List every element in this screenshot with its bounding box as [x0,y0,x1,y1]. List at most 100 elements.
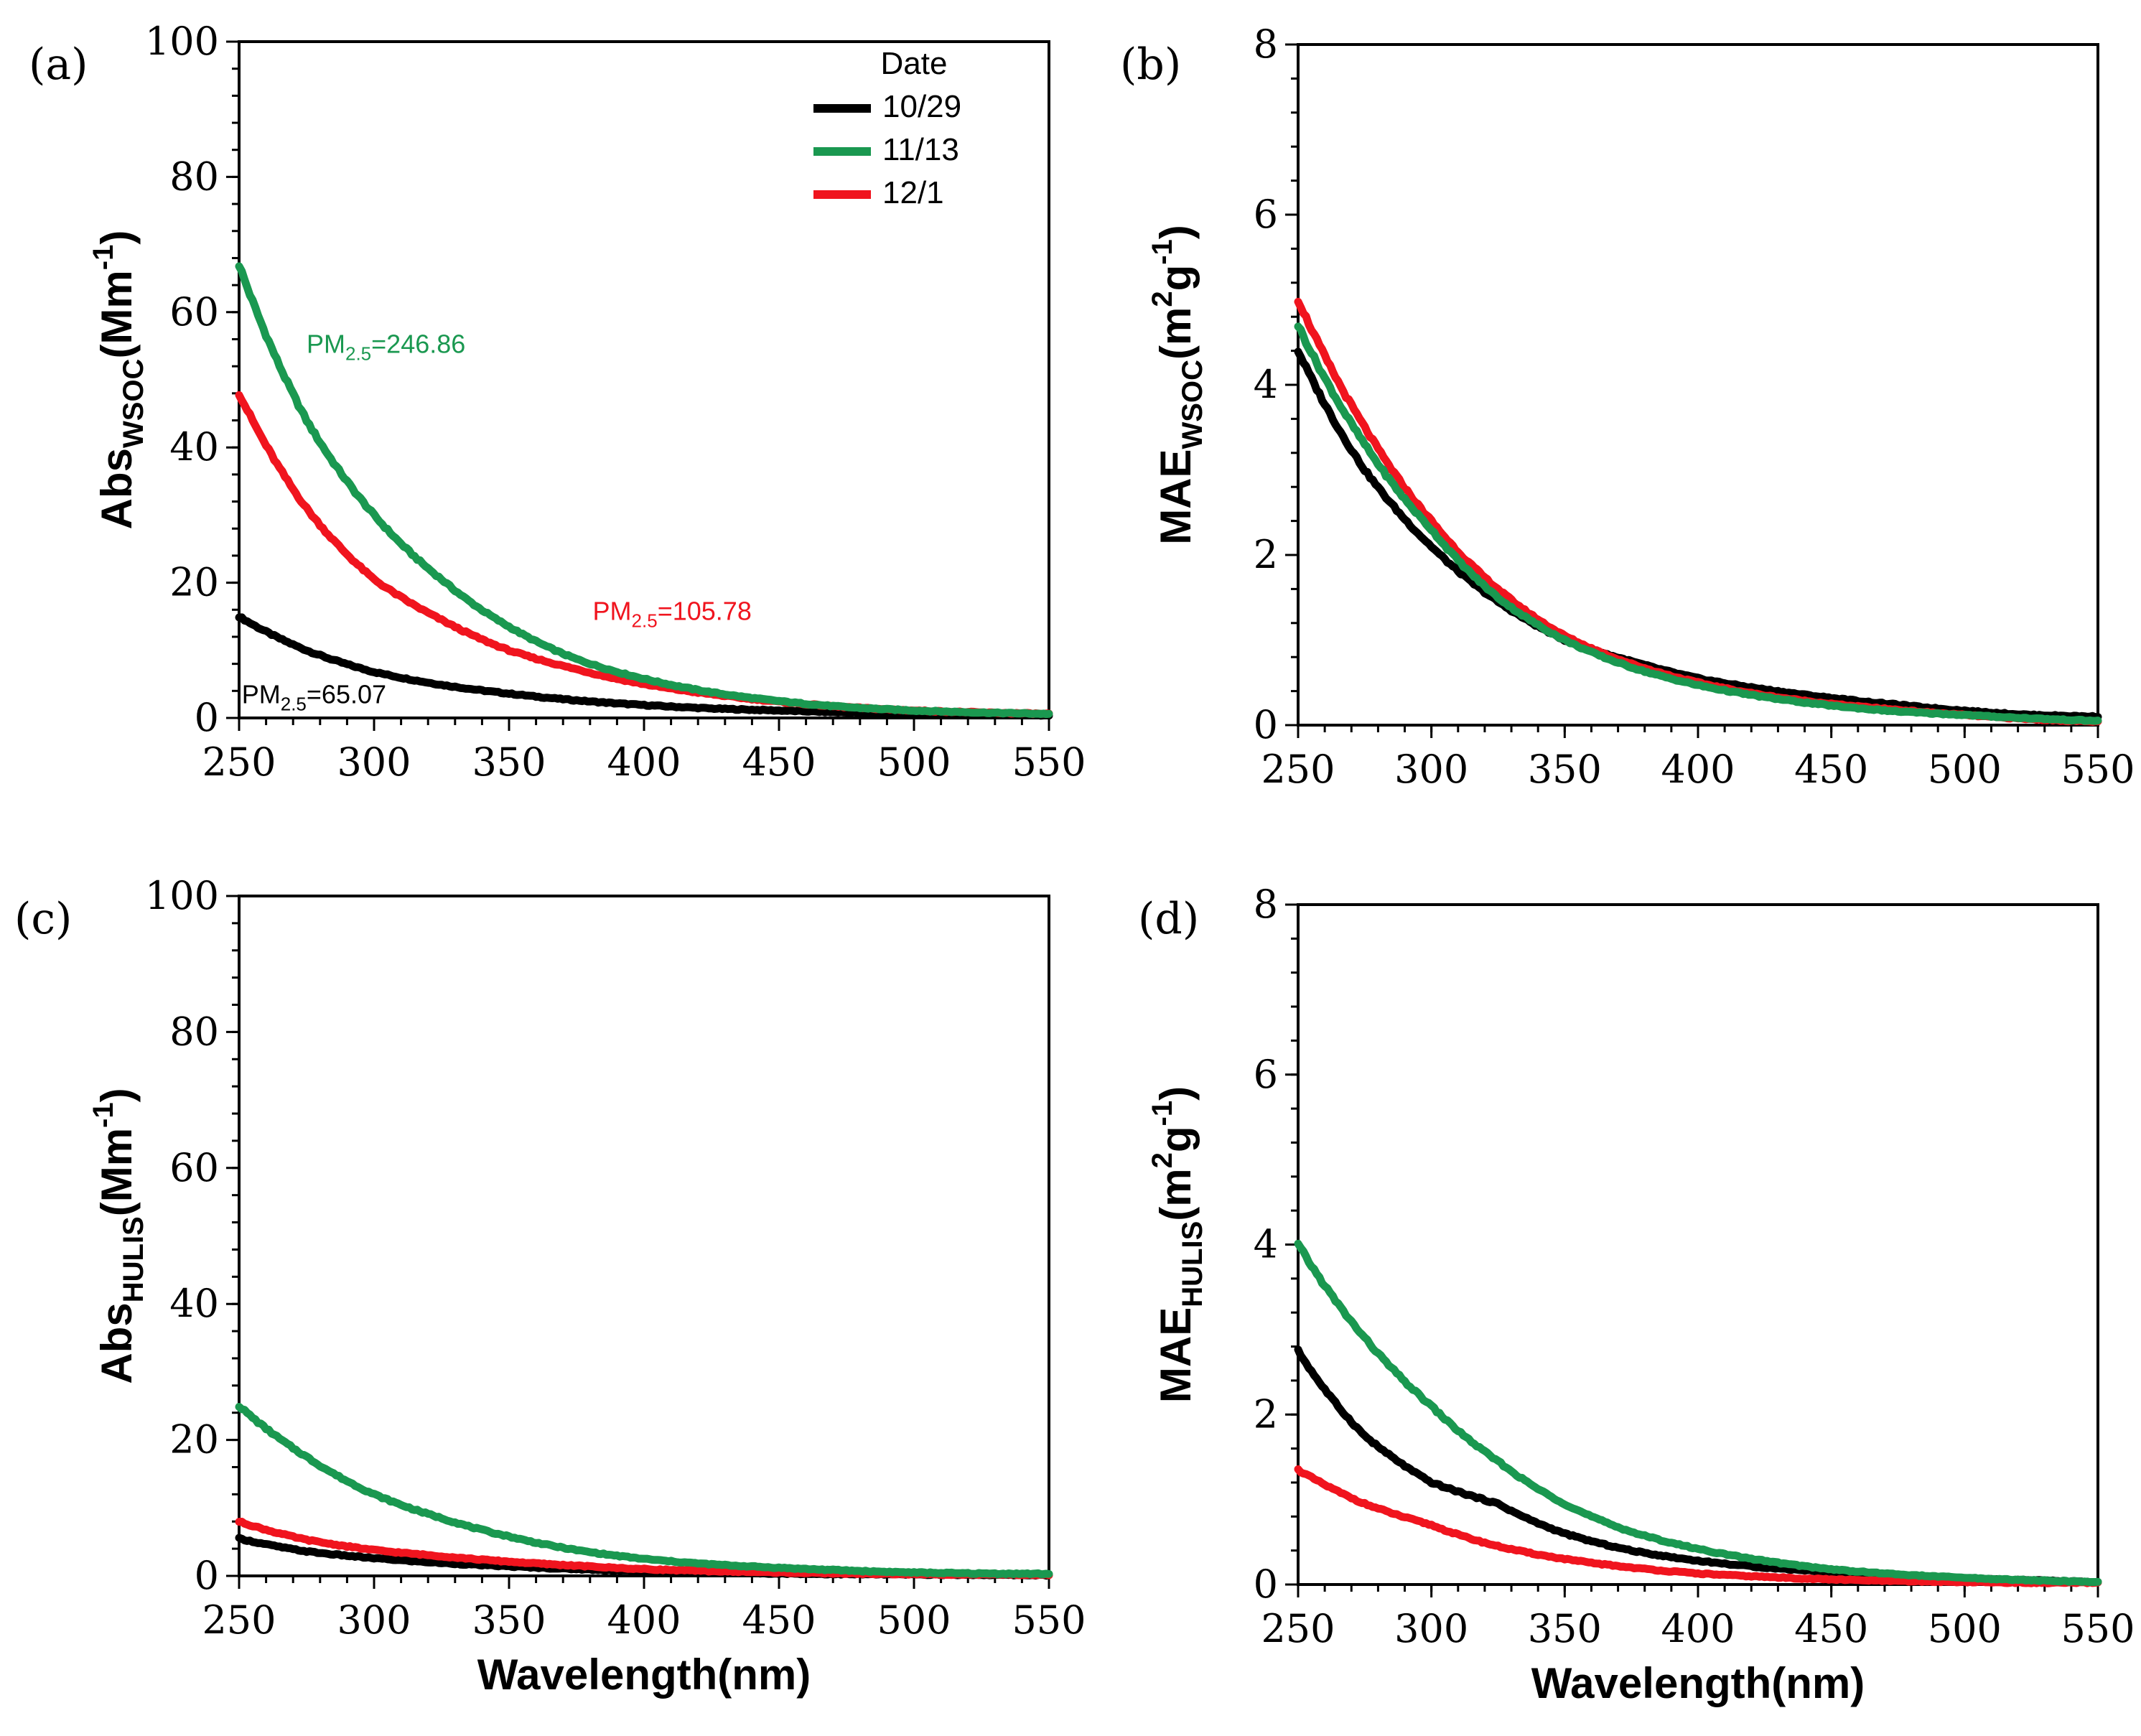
x-tick-label: 550 [2061,1606,2135,1651]
y-tick-label: 20 [169,1417,219,1462]
x-tick-label: 450 [742,1597,816,1643]
y-tick-label: 60 [169,1145,219,1190]
y-tick-label: 4 [1254,362,1278,407]
y-tick-label: 6 [1254,192,1278,237]
x-tick-label: 350 [1528,1606,1602,1651]
plot-frame [238,895,1050,1577]
panel-label: (c) [14,894,72,944]
y-tick-label: 40 [169,424,219,470]
x-tick-label: 500 [1928,747,2002,792]
series-line-12-1 [235,1518,1053,1579]
y-tick-label: 0 [195,695,219,740]
x-tick-label: 400 [607,1597,681,1643]
plot-frame [1297,43,2099,727]
series-line-12-1 [1294,1465,2102,1587]
y-tick-label: 0 [1254,1562,1278,1607]
x-tick-label: 500 [877,1597,951,1643]
y-tick-label: 100 [145,873,219,918]
x-tick-label: 300 [1394,1606,1468,1651]
y-axis-label: AbsWSOC(Mm-1) [88,230,149,530]
y-label-main: MAE [1152,449,1200,544]
panel-b: 250 300 350 400 450 500 55002468(b)MAEWSOC(m2g… [1120,22,2135,792]
x-tick-label: 300 [337,1597,411,1643]
annotation-subscript: 2.5 [281,693,307,714]
x-tick-label: 300 [337,739,411,785]
series-line-11-13 [1294,322,2102,725]
y-label-close: ) [93,1088,141,1102]
legend-entry: 12/1 [882,175,944,210]
y-label-main: Abs [93,448,141,529]
y-tick-label: 0 [1254,702,1278,747]
y-label-superscript: -1 [88,245,119,271]
y-tick-label: 8 [1254,22,1278,67]
x-tick-label: 550 [1012,739,1086,785]
panel-a: 250 300 350 400 450 500 550 0 20 40 60 80 100 (a) AbsW… [29,19,1086,785]
y-label-close: ) [93,230,141,245]
panel-label: (b) [1120,39,1181,90]
series-line-11-13 [1294,1239,2102,1587]
y-tick-label: 0 [195,1553,219,1598]
annotation-subscript: 2.5 [345,342,371,364]
y-label-unit: (m [1152,307,1200,360]
panel-c: 250 300 350 400 450 500 550 0 20 40 60 80 100 (c) AbsH… [14,873,1086,1699]
annotation-main: PM [593,596,632,625]
y-tick-label: 4 [1254,1222,1278,1267]
y-axis-label: MAEWSOC(m2g-1) [1147,225,1208,545]
series-line-11-13 [235,1403,1053,1579]
x-tick-label: 450 [1794,747,1868,792]
x-tick-label: 250 [202,1597,276,1643]
y-label-superscript-2: -1 [1147,239,1178,265]
y-tick-label: 100 [145,19,219,64]
x-tick-label: 250 [1261,1606,1335,1651]
x-axis-label: Wavelength(nm) [1531,1659,1865,1707]
annotation-value: =105.78 [658,596,752,625]
y-tick-label: 8 [1254,882,1278,927]
x-tick-label: 500 [877,739,951,785]
x-axis-label: Wavelength(nm) [477,1651,811,1699]
y-axis-label: AbsHULIS(Mm-1) [88,1088,149,1383]
y-label-subscript: HULIS [1177,1221,1208,1307]
y-label-subscript: WSOC [118,359,149,448]
legend-title: Date [881,46,948,81]
series-line-10-29 [1294,347,2102,722]
y-axis-label: MAEHULIS(m2g-1) [1147,1086,1208,1403]
x-tick-label: 550 [1012,1597,1086,1643]
legend-entry: 11/13 [882,132,959,167]
x-tick-label: 350 [1528,747,1602,792]
x-tick-label: 350 [472,739,546,785]
y-label-subscript: WSOC [1177,360,1208,449]
pm25-annotation: PM2.5=65.07 [242,679,386,714]
y-label-unit: (m [1152,1168,1200,1221]
y-label-superscript: 2 [1147,291,1178,307]
y-tick-label: 60 [169,289,219,335]
x-tick-label: 450 [742,739,816,785]
annotation-value: =65.07 [307,679,386,709]
y-tick-label: 6 [1254,1052,1278,1097]
y-label-close: ) [1152,1086,1200,1101]
x-tick-label: 550 [2061,747,2135,792]
annotation-main: PM [307,329,345,358]
x-tick-label: 250 [1261,747,1335,792]
y-label-main: Abs [93,1302,141,1383]
y-tick-label: 2 [1254,532,1278,577]
y-label-superscript: -1 [88,1102,119,1128]
y-tick-label: 80 [169,154,219,199]
x-tick-label: 400 [1661,1606,1735,1651]
y-tick-label: 20 [169,560,219,605]
y-label-close: ) [1152,225,1200,239]
pm25-annotation: PM2.5=105.78 [593,596,752,631]
x-tick-label: 400 [1661,747,1735,792]
legend-entry: 10/29 [882,89,961,124]
annotation-subscript: 2.5 [632,610,658,631]
x-tick-label: 350 [472,1597,546,1643]
panel-label: (d) [1138,894,1199,944]
x-tick-label: 450 [1794,1606,1868,1651]
plot-frame [1297,903,2099,1586]
y-label-unit-2: g [1152,1126,1200,1152]
y-tick-label: 2 [1254,1391,1278,1437]
annotation-main: PM [242,679,281,709]
y-tick-label: 40 [169,1281,219,1326]
panel-label: (a) [29,39,88,90]
annotation-value: =246.86 [371,329,465,358]
